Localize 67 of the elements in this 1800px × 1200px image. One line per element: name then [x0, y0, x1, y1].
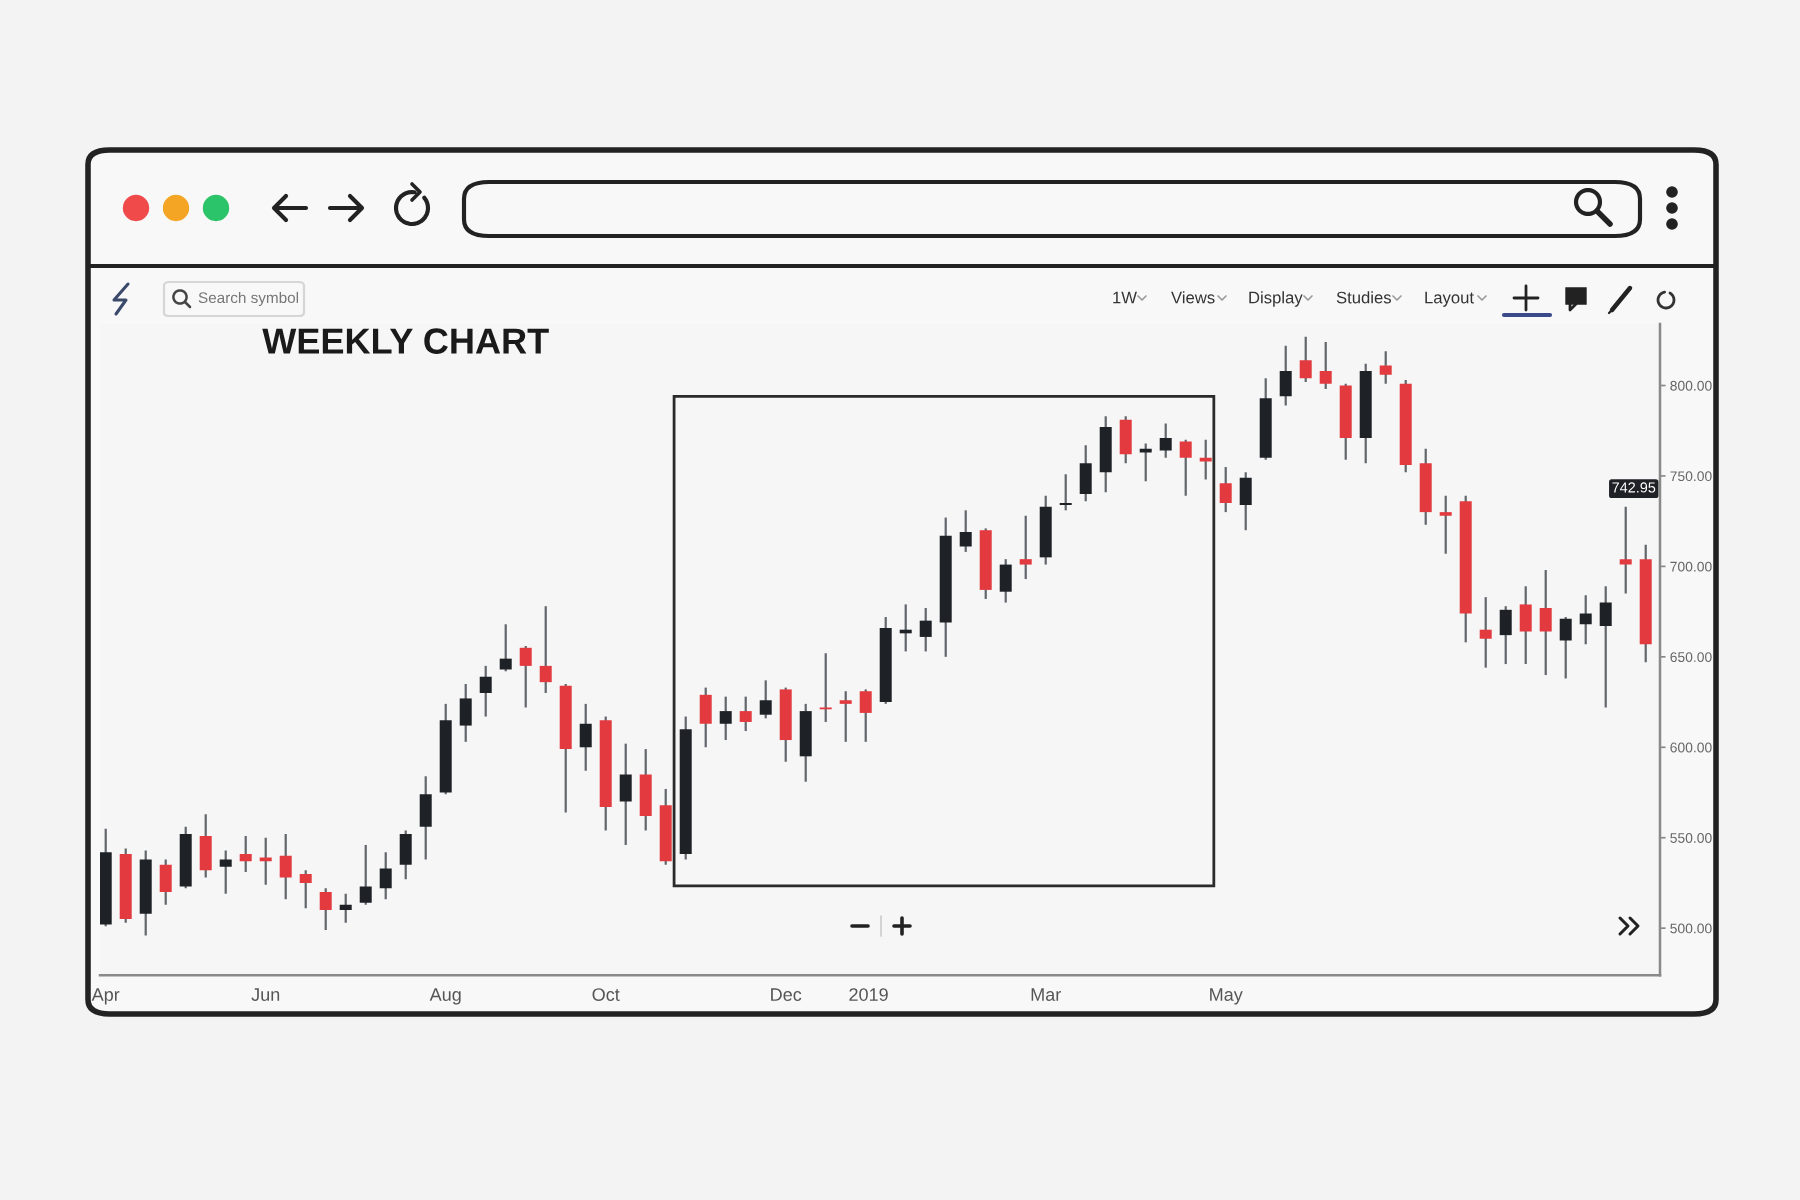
candlestick: [1279, 344, 1292, 407]
candlestick: [1159, 422, 1172, 459]
candlestick: [1079, 444, 1092, 503]
candlestick: [799, 702, 812, 783]
candlestick: [999, 558, 1012, 604]
candlestick: [739, 695, 752, 733]
candlestick: [239, 834, 252, 874]
x-tick-label: 2019: [849, 988, 888, 1001]
candlestick: [199, 813, 212, 879]
candlestick: [1479, 596, 1492, 669]
candlestick: [279, 833, 292, 901]
candlestick: [1439, 494, 1452, 555]
text: Layout: [1425, 291, 1474, 307]
candlestick: [359, 843, 372, 906]
x-tick-label: Jun: [251, 988, 280, 1001]
x-tick-label: Mar: [1031, 988, 1061, 1001]
candlestick: [959, 509, 972, 554]
candlestick: [1499, 605, 1512, 666]
candlestick: [1539, 568, 1552, 677]
candlestick: [479, 664, 492, 718]
candlestick: [1299, 335, 1312, 383]
candlestick: [1579, 594, 1592, 646]
candlestick: [1319, 340, 1332, 391]
candlestick: [839, 690, 852, 743]
candlestick: [1599, 585, 1612, 709]
candlestick: [1239, 471, 1252, 532]
candlestick: [519, 644, 532, 709]
candlestick: [759, 679, 772, 720]
candlestick: [499, 623, 512, 673]
candlestick: [319, 887, 332, 932]
candlestick: [379, 851, 392, 901]
text: Studies: [1336, 291, 1391, 304]
text: 1W: [1113, 291, 1137, 304]
chart-title: WEEKLY CHART: [262, 328, 549, 354]
candlestick: [919, 606, 932, 653]
candlestick: [1059, 473, 1072, 512]
candlestick: [1219, 465, 1232, 514]
x-tick-label: Aug: [429, 988, 461, 1005]
candlestick: [1379, 350, 1392, 385]
candlestick: [619, 742, 632, 847]
candlestick: [1099, 415, 1112, 494]
text: Views: [1171, 291, 1215, 304]
candlestick: [539, 605, 552, 695]
candlestick: [339, 892, 352, 924]
candlestick: [859, 688, 872, 743]
candlestick: [719, 695, 732, 742]
candlestick: [819, 652, 832, 724]
x-tick-label: Apr: [91, 988, 120, 1005]
candlestick: [1119, 415, 1132, 465]
candlestick: [1619, 505, 1632, 595]
candlestick: [419, 775, 432, 861]
x-tick-label: May: [1210, 988, 1243, 1005]
candlestick: [399, 829, 412, 881]
candlestick: [159, 858, 172, 906]
candlestick: [579, 702, 592, 772]
candlestick: [699, 686, 712, 749]
candlestick: [1559, 615, 1572, 680]
candlestick: [459, 682, 472, 743]
candlestick: [219, 849, 232, 895]
candlestick: [1179, 438, 1192, 497]
candlestick: [639, 747, 652, 832]
candlestick: [299, 869, 312, 910]
candlestick: [1019, 514, 1032, 581]
candlestick: [1519, 585, 1532, 666]
x-tick-label: Oct: [592, 988, 620, 1001]
x-tick-label: Dec: [771, 988, 802, 1001]
text: Display: [1249, 291, 1303, 307]
